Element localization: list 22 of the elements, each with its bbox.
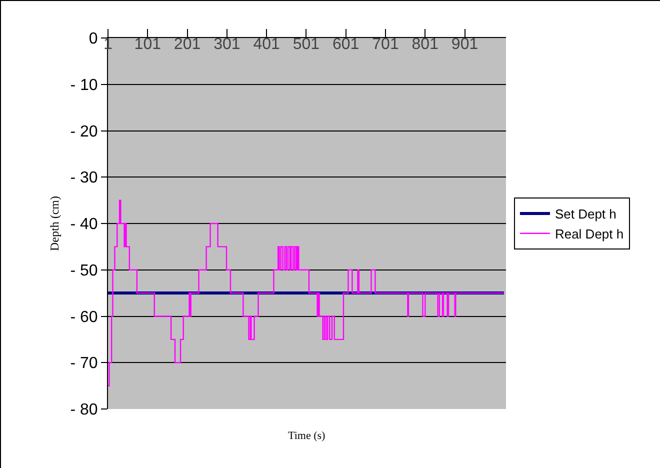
y-tick-label: - 80 xyxy=(70,402,98,419)
x-tick-label: 801 xyxy=(412,36,439,53)
legend-label: Set Dept h xyxy=(554,206,616,222)
x-tick-label: 901 xyxy=(451,36,478,53)
x-tick-label: 201 xyxy=(174,36,201,53)
x-tick-label: 601 xyxy=(332,36,360,53)
y-tick-label: - 40 xyxy=(70,216,98,234)
y-tick-label: - 70 xyxy=(70,355,98,372)
x-tick-label: 701 xyxy=(372,36,399,53)
x-tick-label: 501 xyxy=(292,36,320,53)
y-tick-label: - 20 xyxy=(70,123,98,140)
x-axis-title: Time (s) xyxy=(288,430,326,442)
legend-label: Real Dept h xyxy=(554,226,624,242)
x-tick-label: 301 xyxy=(214,36,240,53)
y-tick-label: - 10 xyxy=(70,76,98,94)
y-tick-label: - 60 xyxy=(70,308,98,326)
y-tick-label: 0 xyxy=(88,30,98,48)
y-tick-label: - 30 xyxy=(70,170,98,187)
y-tick-label: - 50 xyxy=(70,262,98,280)
y-axis-title: Depth (cm) xyxy=(48,196,62,251)
x-tick-label: 101 xyxy=(134,36,162,53)
x-tick-label: 401 xyxy=(253,36,280,53)
